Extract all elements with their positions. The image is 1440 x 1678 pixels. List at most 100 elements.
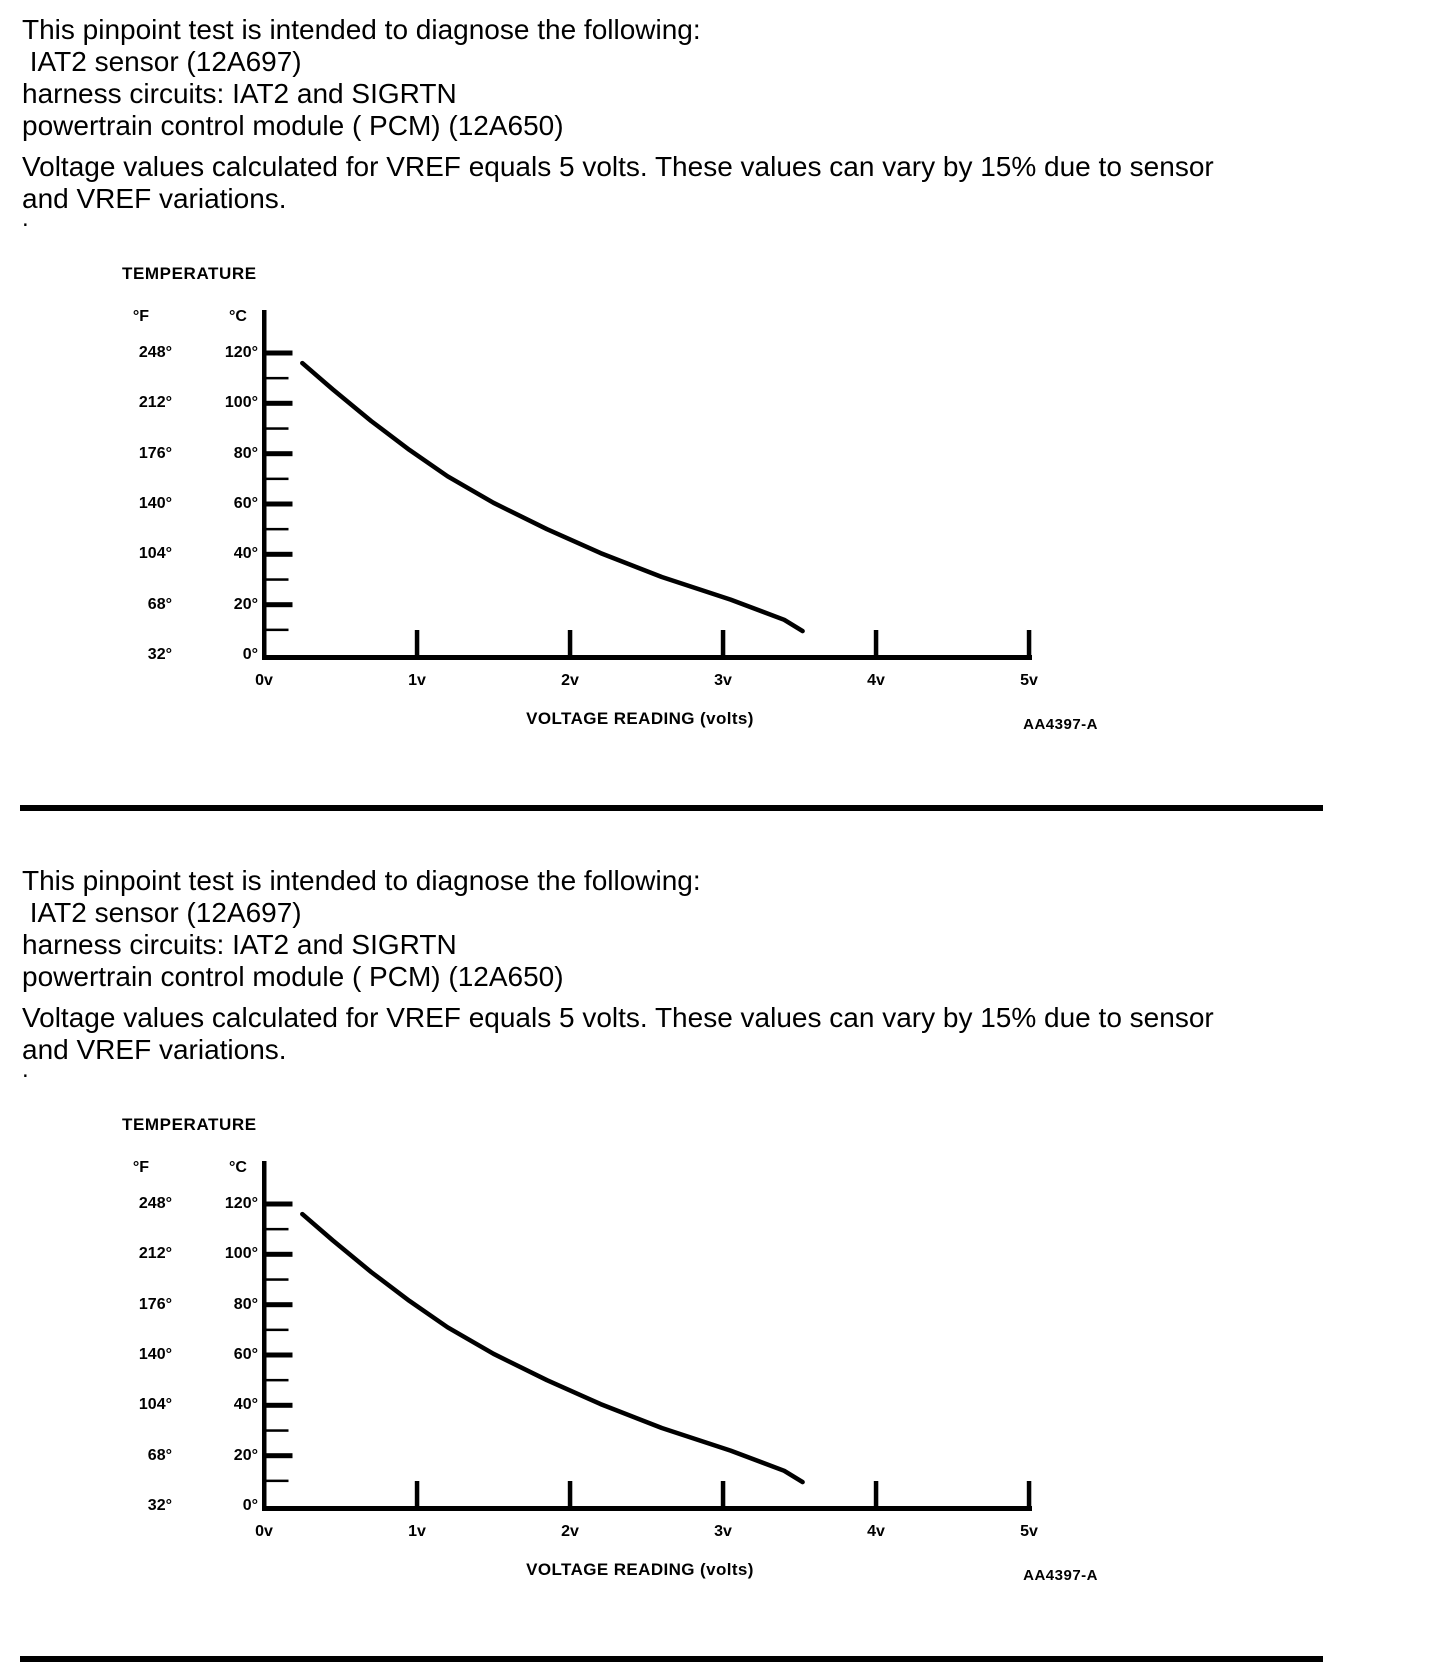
y-minor-tick [266,1479,289,1483]
x-tick-label: 5v [1020,672,1038,689]
y-tick-label-f: 140° [138,1346,172,1363]
figure-code: AA4397-A [1023,716,1098,733]
x-tick [1026,1481,1032,1506]
x-tick-label: 3v [714,1523,732,1540]
temperature-voltage-chart: TEMPERATURE °F °C VOLTAGE READING (volts… [0,1103,1120,1656]
x-tick-label: 1v [408,672,426,689]
intro-line: This pinpoint test is intended to diagno… [22,865,701,896]
unit-fahrenheit-label: °F [132,308,150,325]
y-major-tick [266,1453,293,1459]
y-tick-label-c: 40° [233,1396,258,1413]
chart-title: TEMPERATURE [122,1115,257,1134]
intro-line: powertrain control module ( PCM) (12A650… [22,961,564,992]
x-axis-line [262,655,1032,660]
y-tick-label-c: 100° [224,1245,258,1262]
x-tick-label: 0v [255,1523,273,1540]
y-tick-label-c: 20° [233,1447,258,1464]
figure-code: AA4397-A [1023,1567,1098,1584]
y-minor-tick [266,628,289,632]
x-tick-label: 0v [255,672,273,689]
y-major-tick [266,400,293,406]
y-major-tick [266,1352,293,1358]
temperature-voltage-curve [300,360,805,634]
section-separator-line [20,805,1323,811]
y-tick-label-f: 212° [138,394,172,411]
x-axis-label: VOLTAGE READING (volts) [526,709,754,728]
chart-canvas [262,310,1032,660]
intro-line: harness circuits: IAT2 and SIGRTN [22,929,457,960]
intro-line: IAT2 sensor (12A697) [22,46,302,77]
stray-period: . [22,1056,29,1083]
y-minor-tick [266,1328,289,1332]
section-separator-line [20,1656,1323,1662]
y-major-tick [266,451,293,457]
y-minor-tick [266,1278,289,1281]
unit-fahrenheit-label: °F [132,1159,150,1176]
pinpoint-test-section: This pinpoint test is intended to diagno… [0,851,1440,1656]
x-tick [873,630,879,655]
y-tick-label-f: 140° [138,495,172,512]
y-minor-tick [266,1429,289,1432]
y-axis-line [262,1161,267,1511]
x-axis-line [262,1506,1032,1511]
y-tick-label-c: 80° [233,445,258,462]
y-tick-label-c: 0° [242,1497,258,1514]
y-minor-tick [266,427,289,430]
y-minor-tick [266,578,289,581]
intro-text: This pinpoint test is intended to diagno… [22,865,1322,1066]
y-tick-label-f: 176° [138,1296,172,1313]
y-tick-label-f: 248° [138,344,172,361]
y-minor-tick [266,376,289,380]
y-major-tick [266,1302,293,1308]
unit-celsius-label: °C [229,1159,247,1176]
note-line: and VREF variations. [22,1034,287,1065]
y-tick-label-f: 32° [147,1497,172,1514]
y-tick-label-f: 176° [138,445,172,462]
y-major-tick [266,602,293,608]
x-tick-label: 2v [561,1523,579,1540]
y-tick-label-f: 68° [147,1447,172,1464]
y-tick-label-f: 248° [138,1195,172,1212]
y-minor-tick [266,477,289,481]
y-major-tick [266,1201,293,1207]
note-line: Voltage values calculated for VREF equal… [22,1002,1214,1033]
note-line: and VREF variations. [22,183,287,214]
x-tick [873,1481,879,1506]
x-tick-label: 3v [714,672,732,689]
pinpoint-test-section: This pinpoint test is intended to diagno… [0,0,1440,805]
chart-canvas [262,1161,1032,1511]
x-tick-label: 4v [867,1523,885,1540]
x-tick-label: 4v [867,672,885,689]
y-minor-tick [266,1227,289,1231]
chart-title: TEMPERATURE [122,264,257,283]
y-tick-label-f: 68° [147,596,172,613]
note-line: Voltage values calculated for VREF equal… [22,151,1214,182]
y-tick-label-c: 40° [233,545,258,562]
y-major-tick [266,501,293,507]
y-tick-label-c: 120° [224,344,258,361]
x-axis-label: VOLTAGE READING (volts) [526,1560,754,1579]
x-tick-label: 5v [1020,1523,1038,1540]
y-tick-label-f: 32° [147,646,172,663]
intro-line: powertrain control module ( PCM) (12A650… [22,110,564,141]
x-tick-label: 2v [561,672,579,689]
y-major-tick [266,1402,293,1408]
x-tick [414,1481,420,1506]
intro-line: IAT2 sensor (12A697) [22,897,302,928]
y-axis-line [262,310,267,660]
y-tick-label-c: 60° [233,1346,258,1363]
y-major-tick [266,1251,293,1257]
temperature-voltage-curve [300,1211,805,1485]
stray-period: . [22,205,29,232]
y-tick-label-f: 104° [138,545,172,562]
y-tick-label-c: 0° [242,646,258,663]
y-tick-label-f: 212° [138,1245,172,1262]
y-tick-label-c: 100° [224,394,258,411]
x-tick [720,1481,726,1506]
y-tick-label-f: 104° [138,1396,172,1413]
y-tick-label-c: 80° [233,1296,258,1313]
temperature-voltage-chart: TEMPERATURE °F °C VOLTAGE READING (volts… [0,252,1120,805]
y-major-tick [266,350,293,356]
x-tick [567,1481,573,1506]
x-tick [567,630,573,655]
